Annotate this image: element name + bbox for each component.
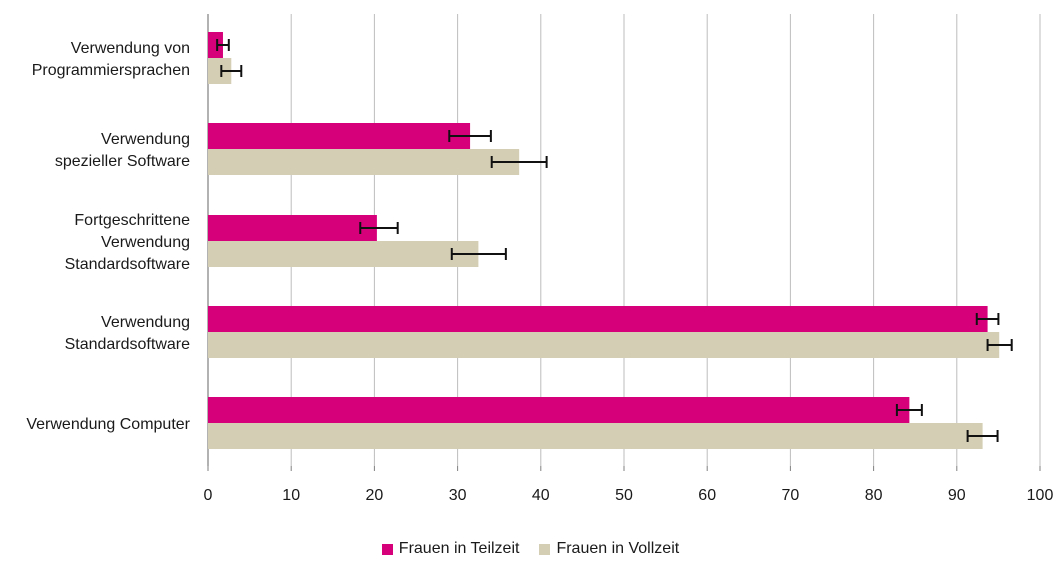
category-label: Verwendung Computer (26, 416, 190, 433)
legend-label-vollzeit: Frauen in Vollzeit (556, 540, 680, 557)
category-label-line: Verwendung (101, 234, 190, 251)
x-tick-label: 0 (204, 487, 213, 504)
legend-label-teilzeit: Frauen in Teilzeit (398, 540, 520, 557)
bar (208, 241, 479, 267)
category-label-line: spezieller Software (55, 153, 190, 170)
legend-item-teilzeit: Frauen in Teilzeit (381, 540, 520, 558)
legend-item-vollzeit: Frauen in Vollzeit (539, 540, 679, 558)
legend-swatch-teilzeit (381, 543, 393, 555)
y-axis-labels: Verwendung von ProgrammiersprachenVerwend… (26, 40, 190, 433)
category-label-line: Fortgeschrittene (74, 212, 190, 229)
category-label-line: Verwendung (101, 314, 190, 331)
bar (208, 123, 471, 149)
category-label-line: Standardsoftware (65, 336, 191, 353)
category-label-line: Verwendung (101, 131, 190, 148)
bar (208, 32, 223, 58)
x-axis-ticks: 0 10 20 30 40 50 60 70 80 90 100 (204, 466, 1054, 504)
bar (208, 397, 910, 423)
bar (208, 215, 377, 241)
category-label: Fortgeschrittene Verwendung Standardsoftwa… (65, 212, 191, 273)
grid-lines (207, 14, 1041, 466)
x-tick-label: 80 (865, 487, 883, 504)
x-tick-label: 100 (1027, 487, 1054, 504)
x-tick-label: 10 (282, 487, 300, 504)
x-tick-label: 70 (782, 487, 800, 504)
category-label-line: Programmiersprachen (32, 62, 190, 79)
category-label: Verwendung Standardsoftware (65, 314, 191, 353)
bars (208, 32, 1000, 449)
x-tick-label: 90 (948, 487, 966, 504)
category-label-line: Verwendung von (71, 40, 190, 57)
bar (208, 423, 983, 449)
bar (208, 306, 988, 332)
bar (208, 149, 520, 175)
x-tick-label: 60 (698, 487, 716, 504)
x-tick-label: 50 (615, 487, 633, 504)
x-tick-label: 20 (366, 487, 384, 504)
error-bars (216, 39, 1013, 442)
bar (208, 332, 1000, 358)
legend: Frauen in Teilzeit Frauen in Vollzeit (0, 540, 1061, 558)
x-tick-label: 30 (449, 487, 467, 504)
category-label: Verwendung von Programmiersprachen (32, 40, 190, 79)
category-label-line: Verwendung Computer (26, 416, 190, 433)
category-label-line: Standardsoftware (65, 256, 191, 273)
bar (208, 58, 232, 84)
legend-swatch-vollzeit (539, 543, 551, 555)
x-tick-label: 40 (532, 487, 550, 504)
category-label: Verwendung spezieller Software (55, 131, 190, 170)
